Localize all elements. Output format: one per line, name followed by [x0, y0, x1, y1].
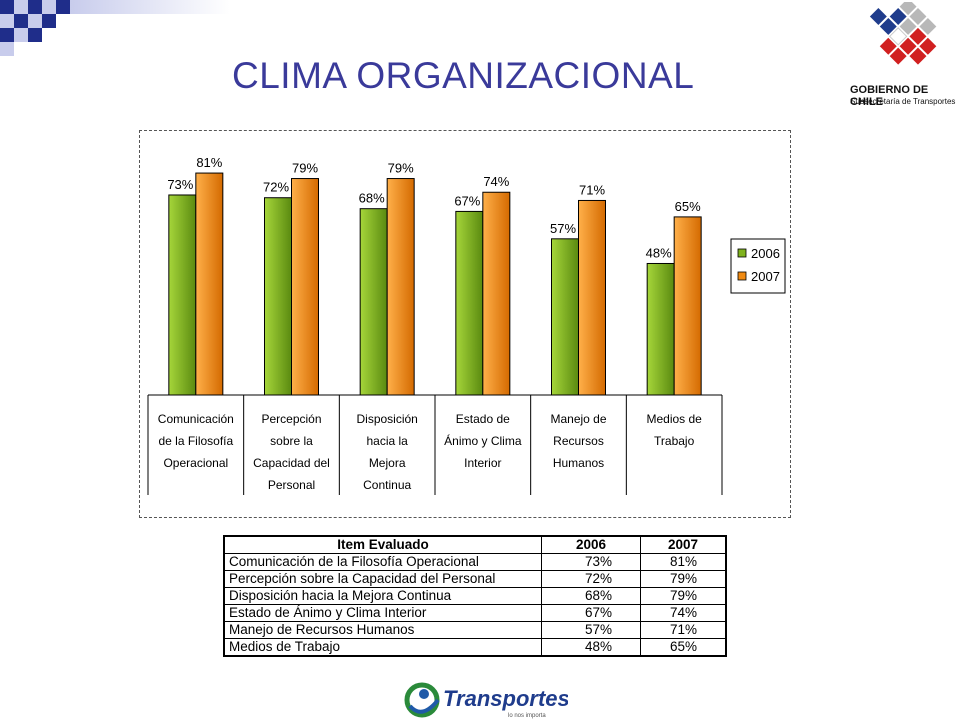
- table-cell: 79%: [640, 587, 727, 605]
- legend-label: 2007: [751, 269, 780, 284]
- data-label: 48%: [646, 245, 672, 260]
- bar-2007: [291, 178, 319, 396]
- table-header: 2007: [640, 535, 727, 554]
- category-label: Personal: [268, 478, 315, 492]
- data-label: 79%: [292, 161, 318, 176]
- data-label: 74%: [483, 174, 509, 189]
- bar-2007: [673, 216, 702, 396]
- data-label: 79%: [388, 161, 414, 176]
- legend-label: 2006: [751, 246, 780, 261]
- category-label: Percepción: [261, 412, 321, 426]
- data-label: 68%: [359, 191, 385, 206]
- category-label: de la Filosofía: [158, 434, 233, 448]
- category-label: Humanos: [553, 456, 604, 470]
- bar-chart: 73%81% Comunicación de la Filosofía Operaci…: [147, 155, 786, 495]
- bar-2006: [168, 194, 197, 396]
- category-label: Ánimo y Clima: [444, 433, 522, 448]
- data-label: 57%: [550, 221, 576, 236]
- category-label: Recursos: [553, 434, 604, 448]
- category-label: Estado de: [456, 412, 510, 426]
- corner-decoration: [0, 0, 230, 60]
- data-label: 71%: [579, 182, 605, 197]
- category-label: Interior: [464, 456, 501, 470]
- table-cell: 72%: [541, 570, 641, 588]
- bar-2007: [482, 191, 511, 396]
- data-table: Item Evaluado 2006 2007 Comunicación de …: [223, 535, 727, 657]
- legend-swatch: [737, 271, 747, 281]
- bar-2006: [359, 208, 388, 396]
- table-cell: Manejo de Recursos Humanos: [223, 621, 542, 639]
- svg-text:Transportes: Transportes: [443, 686, 568, 711]
- gobierno-logo: [869, 2, 937, 65]
- category-label: Operacional: [163, 456, 228, 470]
- table-header: Item Evaluado: [223, 535, 542, 554]
- table-cell: Percepción sobre la Capacidad del Person…: [223, 570, 542, 588]
- table-cell: 65%: [640, 638, 727, 657]
- table-cell: 71%: [640, 621, 727, 639]
- data-label: 81%: [196, 155, 222, 170]
- table-cell: Comunicación de la Filosofía Operacional: [223, 553, 542, 571]
- category-label: Manejo de: [550, 412, 606, 426]
- category-label: Continua: [363, 478, 411, 492]
- table-row: Manejo de Recursos Humanos 57% 71%: [223, 621, 727, 639]
- bar-2007: [386, 178, 415, 396]
- page-title: CLIMA ORGANIZACIONAL: [232, 55, 695, 96]
- bar-2006: [646, 262, 675, 396]
- table-row: Percepción sobre la Capacidad del Person…: [223, 570, 727, 588]
- table-cell: Medios de Trabajo: [223, 638, 542, 657]
- table-cell: 67%: [541, 604, 641, 622]
- data-label: 73%: [167, 177, 193, 192]
- table-cell: 57%: [541, 621, 641, 639]
- data-label: 72%: [263, 180, 289, 195]
- bar-2006: [551, 238, 579, 396]
- category-label: sobre la: [270, 434, 313, 448]
- legend-swatch: [737, 248, 747, 258]
- category-label: Medios de: [646, 412, 702, 426]
- table-row: Medios de Trabajo 48% 65%: [223, 638, 727, 657]
- table-cell: Disposición hacia la Mejora Continua: [223, 587, 542, 605]
- category-label: Disposición: [356, 412, 417, 426]
- table-row: Comunicación de la Filosofía Operacional…: [223, 553, 727, 571]
- table-cell: 48%: [541, 638, 641, 657]
- table-cell: 68%: [541, 587, 641, 605]
- transportes-logo: Transportes lo nos importa: [404, 682, 568, 719]
- bar-2006: [264, 197, 292, 396]
- category-label: Mejora: [369, 456, 406, 470]
- table-cell: 73%: [541, 553, 641, 571]
- data-label: 65%: [675, 199, 701, 214]
- table-cell: 74%: [640, 604, 727, 622]
- table-row: Disposición hacia la Mejora Continua 68% 7…: [223, 587, 727, 605]
- category-label: hacia la: [366, 434, 408, 448]
- category-label: Trabajo: [654, 434, 695, 448]
- bar-2007: [195, 172, 224, 396]
- legend-box: [730, 238, 786, 294]
- table-cell: 79%: [640, 570, 727, 588]
- data-label: 67%: [454, 193, 480, 208]
- table-cell: 81%: [640, 553, 727, 571]
- bar-2007: [578, 199, 606, 396]
- category-label: Comunicación: [158, 412, 234, 426]
- logo-line1: GOBIERNO DE CHILE: [850, 84, 929, 108]
- category-label: Capacidad del: [253, 456, 330, 470]
- svg-text:lo nos importa: lo nos importa: [508, 713, 546, 719]
- bar-2006: [455, 210, 484, 396]
- table-cell: Estado de Ánimo y Clima Interior: [223, 604, 542, 622]
- table-row: Estado de Ánimo y Clima Interior 67% 74%: [223, 604, 727, 622]
- chart-container: 73% 81% Comunicación de la Filosofía Operaci…: [139, 130, 791, 518]
- table-header: 2006: [541, 535, 641, 554]
- logo-line2: Subsecretaría de Transportes: [850, 97, 956, 106]
